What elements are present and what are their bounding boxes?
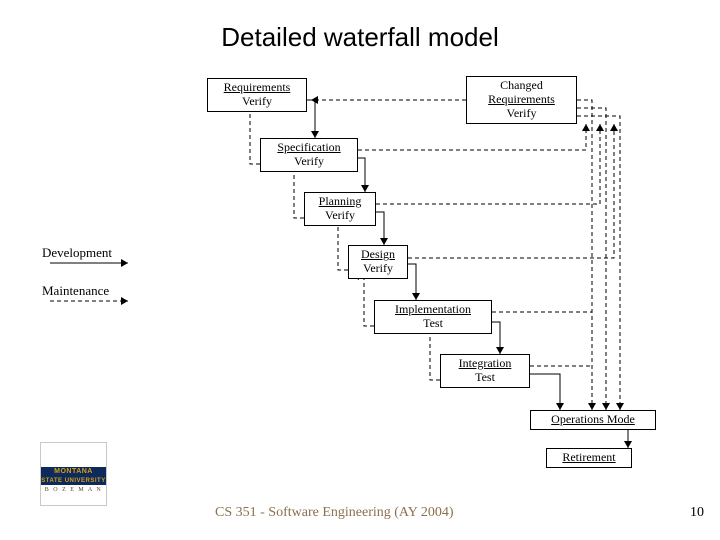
montana-state-logo: MONTANA STATE UNIVERSITY B O Z E M A N <box>40 442 107 506</box>
node-implementation: ImplementationTest <box>374 300 492 334</box>
node-retirement: Retirement <box>546 448 632 468</box>
node-integration: IntegrationTest <box>440 354 530 388</box>
footer-text: CS 351 - Software Engineering (AY 2004) <box>215 505 454 521</box>
legend-maintenance-label: Maintenance <box>42 283 109 299</box>
page-number: 10 <box>690 505 704 521</box>
legend-development-label: Development <box>42 245 112 261</box>
node-requirements: RequirementsVerify <box>207 78 307 112</box>
node-operations: Operations Mode <box>530 410 656 430</box>
node-changed-requirements: ChangedRequirementsVerify <box>466 76 577 124</box>
node-specification: SpecificationVerify <box>260 138 358 172</box>
node-design: DesignVerify <box>348 245 408 279</box>
node-planning: PlanningVerify <box>304 192 376 226</box>
